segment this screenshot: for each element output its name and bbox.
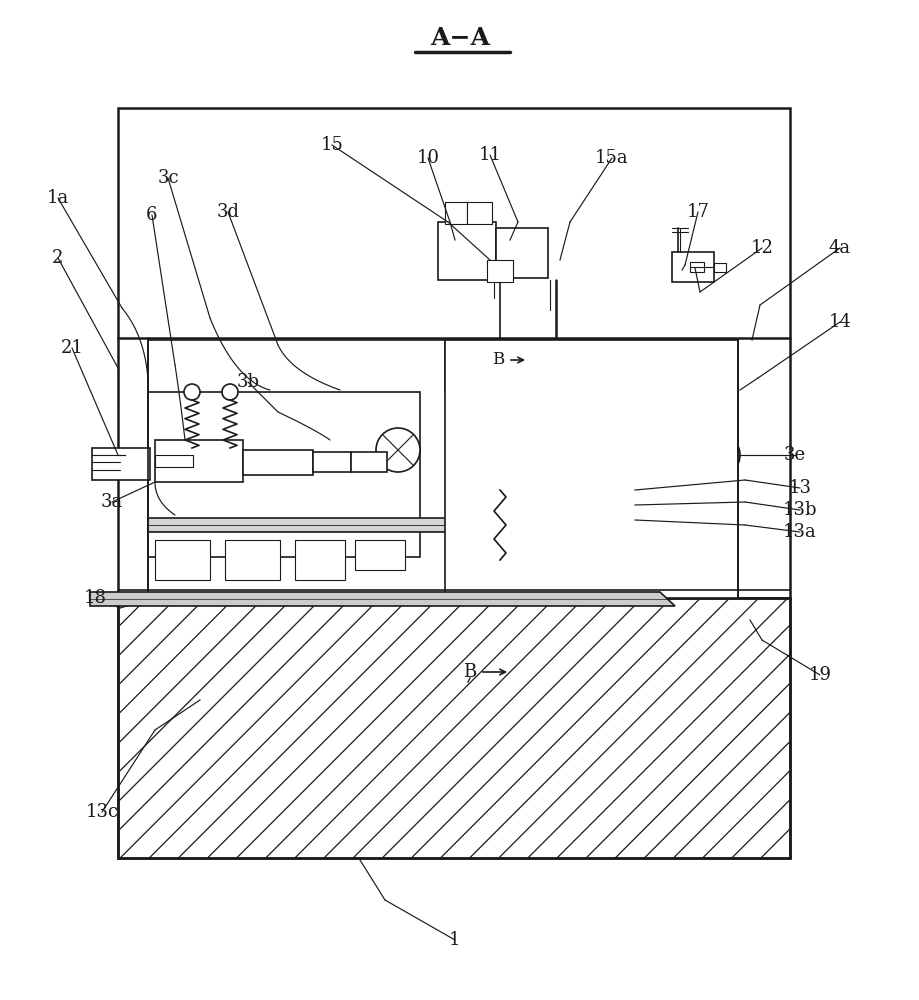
Bar bbox=[312, 452, 351, 472]
Bar bbox=[445, 202, 467, 224]
Bar bbox=[485, 510, 514, 565]
Text: B: B bbox=[492, 352, 504, 368]
Bar bbox=[118, 598, 789, 858]
Text: 1: 1 bbox=[448, 931, 460, 949]
Bar bbox=[495, 228, 548, 278]
Bar bbox=[521, 430, 589, 545]
Bar bbox=[528, 352, 584, 408]
Bar bbox=[671, 252, 713, 282]
Bar bbox=[154, 540, 210, 580]
Text: 3d: 3d bbox=[216, 203, 239, 221]
Text: 3c: 3c bbox=[157, 169, 178, 187]
Text: 12: 12 bbox=[750, 239, 773, 257]
Text: 18: 18 bbox=[84, 589, 107, 607]
Text: 21: 21 bbox=[61, 339, 84, 357]
Bar bbox=[154, 440, 243, 482]
Text: 10: 10 bbox=[416, 149, 439, 167]
Circle shape bbox=[184, 384, 199, 400]
Bar bbox=[148, 518, 526, 532]
Text: B: B bbox=[463, 663, 476, 681]
Bar bbox=[519, 408, 591, 560]
Text: 15: 15 bbox=[320, 136, 343, 154]
Bar bbox=[445, 340, 737, 598]
Circle shape bbox=[221, 384, 238, 400]
Bar bbox=[589, 440, 607, 490]
Text: 4a: 4a bbox=[828, 239, 850, 257]
Bar bbox=[486, 260, 513, 282]
Text: 13b: 13b bbox=[782, 501, 816, 519]
Text: 11: 11 bbox=[478, 146, 501, 164]
Bar bbox=[148, 392, 420, 557]
Bar bbox=[437, 222, 495, 280]
Text: 1a: 1a bbox=[47, 189, 69, 207]
Bar bbox=[713, 263, 725, 272]
Circle shape bbox=[548, 372, 563, 388]
Bar bbox=[351, 452, 387, 472]
Text: 3a: 3a bbox=[101, 493, 123, 511]
Text: A−A: A−A bbox=[429, 26, 490, 50]
Text: 2: 2 bbox=[52, 249, 63, 267]
Circle shape bbox=[376, 428, 420, 472]
Bar bbox=[154, 455, 193, 467]
Bar bbox=[467, 202, 492, 224]
Text: 6: 6 bbox=[146, 206, 157, 224]
Bar bbox=[118, 108, 789, 598]
Bar bbox=[92, 448, 150, 480]
Bar bbox=[355, 540, 404, 570]
Polygon shape bbox=[90, 592, 675, 606]
Text: 14: 14 bbox=[828, 313, 850, 331]
Bar bbox=[118, 598, 789, 858]
Circle shape bbox=[541, 484, 570, 512]
Text: 13a: 13a bbox=[782, 523, 816, 541]
Text: 13: 13 bbox=[788, 479, 811, 497]
Bar bbox=[509, 340, 601, 408]
Text: 19: 19 bbox=[808, 666, 831, 684]
Text: 3e: 3e bbox=[783, 446, 805, 464]
Bar bbox=[243, 450, 312, 475]
Text: 17: 17 bbox=[686, 203, 709, 221]
Text: 3b: 3b bbox=[236, 373, 259, 391]
Bar bbox=[295, 540, 345, 580]
Bar bbox=[689, 262, 703, 272]
Bar bbox=[504, 440, 521, 490]
Bar bbox=[148, 340, 737, 598]
Circle shape bbox=[696, 433, 739, 477]
Text: 15a: 15a bbox=[595, 149, 628, 167]
Text: 13c: 13c bbox=[85, 803, 119, 821]
Bar bbox=[225, 540, 279, 580]
